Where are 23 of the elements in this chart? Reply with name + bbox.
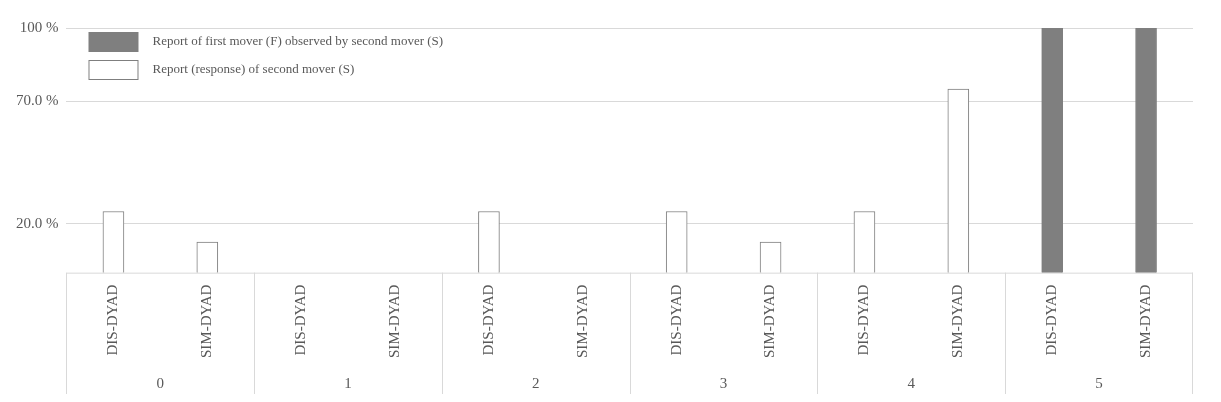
text: 5 — [1095, 375, 1103, 392]
text: 2 — [532, 375, 540, 392]
x-tick-label: SIM-DYAD — [198, 284, 215, 359]
x-tick-label: SIM-DYAD — [761, 284, 778, 359]
x-tick-label: DIS-DYAD — [855, 284, 872, 356]
text: 0 — [156, 375, 165, 392]
x-tick-label: SIM-DYAD — [949, 284, 966, 359]
x-tick-label: DIS-DYAD — [292, 284, 309, 356]
x-tick-label: SIM-DYAD — [573, 284, 590, 359]
x-tick-label: DIS-DYAD — [667, 284, 684, 356]
x-tick-label: DIS-DYAD — [479, 284, 496, 356]
legend-label: Report of first mover (F) observed by second mover (S) — [152, 33, 444, 49]
x-tick-label: DIS-DYAD — [104, 284, 121, 356]
y-tick-label: 20.0 % — [16, 214, 59, 231]
y-tick-label: 70.0 % — [16, 92, 59, 109]
text: 1 — [344, 375, 352, 392]
text: 3 — [719, 375, 728, 392]
text: 4 — [907, 375, 916, 392]
x-tick-label: SIM-DYAD — [1137, 284, 1153, 359]
x-tick-label: SIM-DYAD — [386, 284, 402, 359]
y-tick-label: 100 % — [19, 18, 59, 35]
legend-label: Report (response) of second mover (S) — [152, 61, 355, 77]
x-tick-label: DIS-DYAD — [1043, 284, 1060, 356]
